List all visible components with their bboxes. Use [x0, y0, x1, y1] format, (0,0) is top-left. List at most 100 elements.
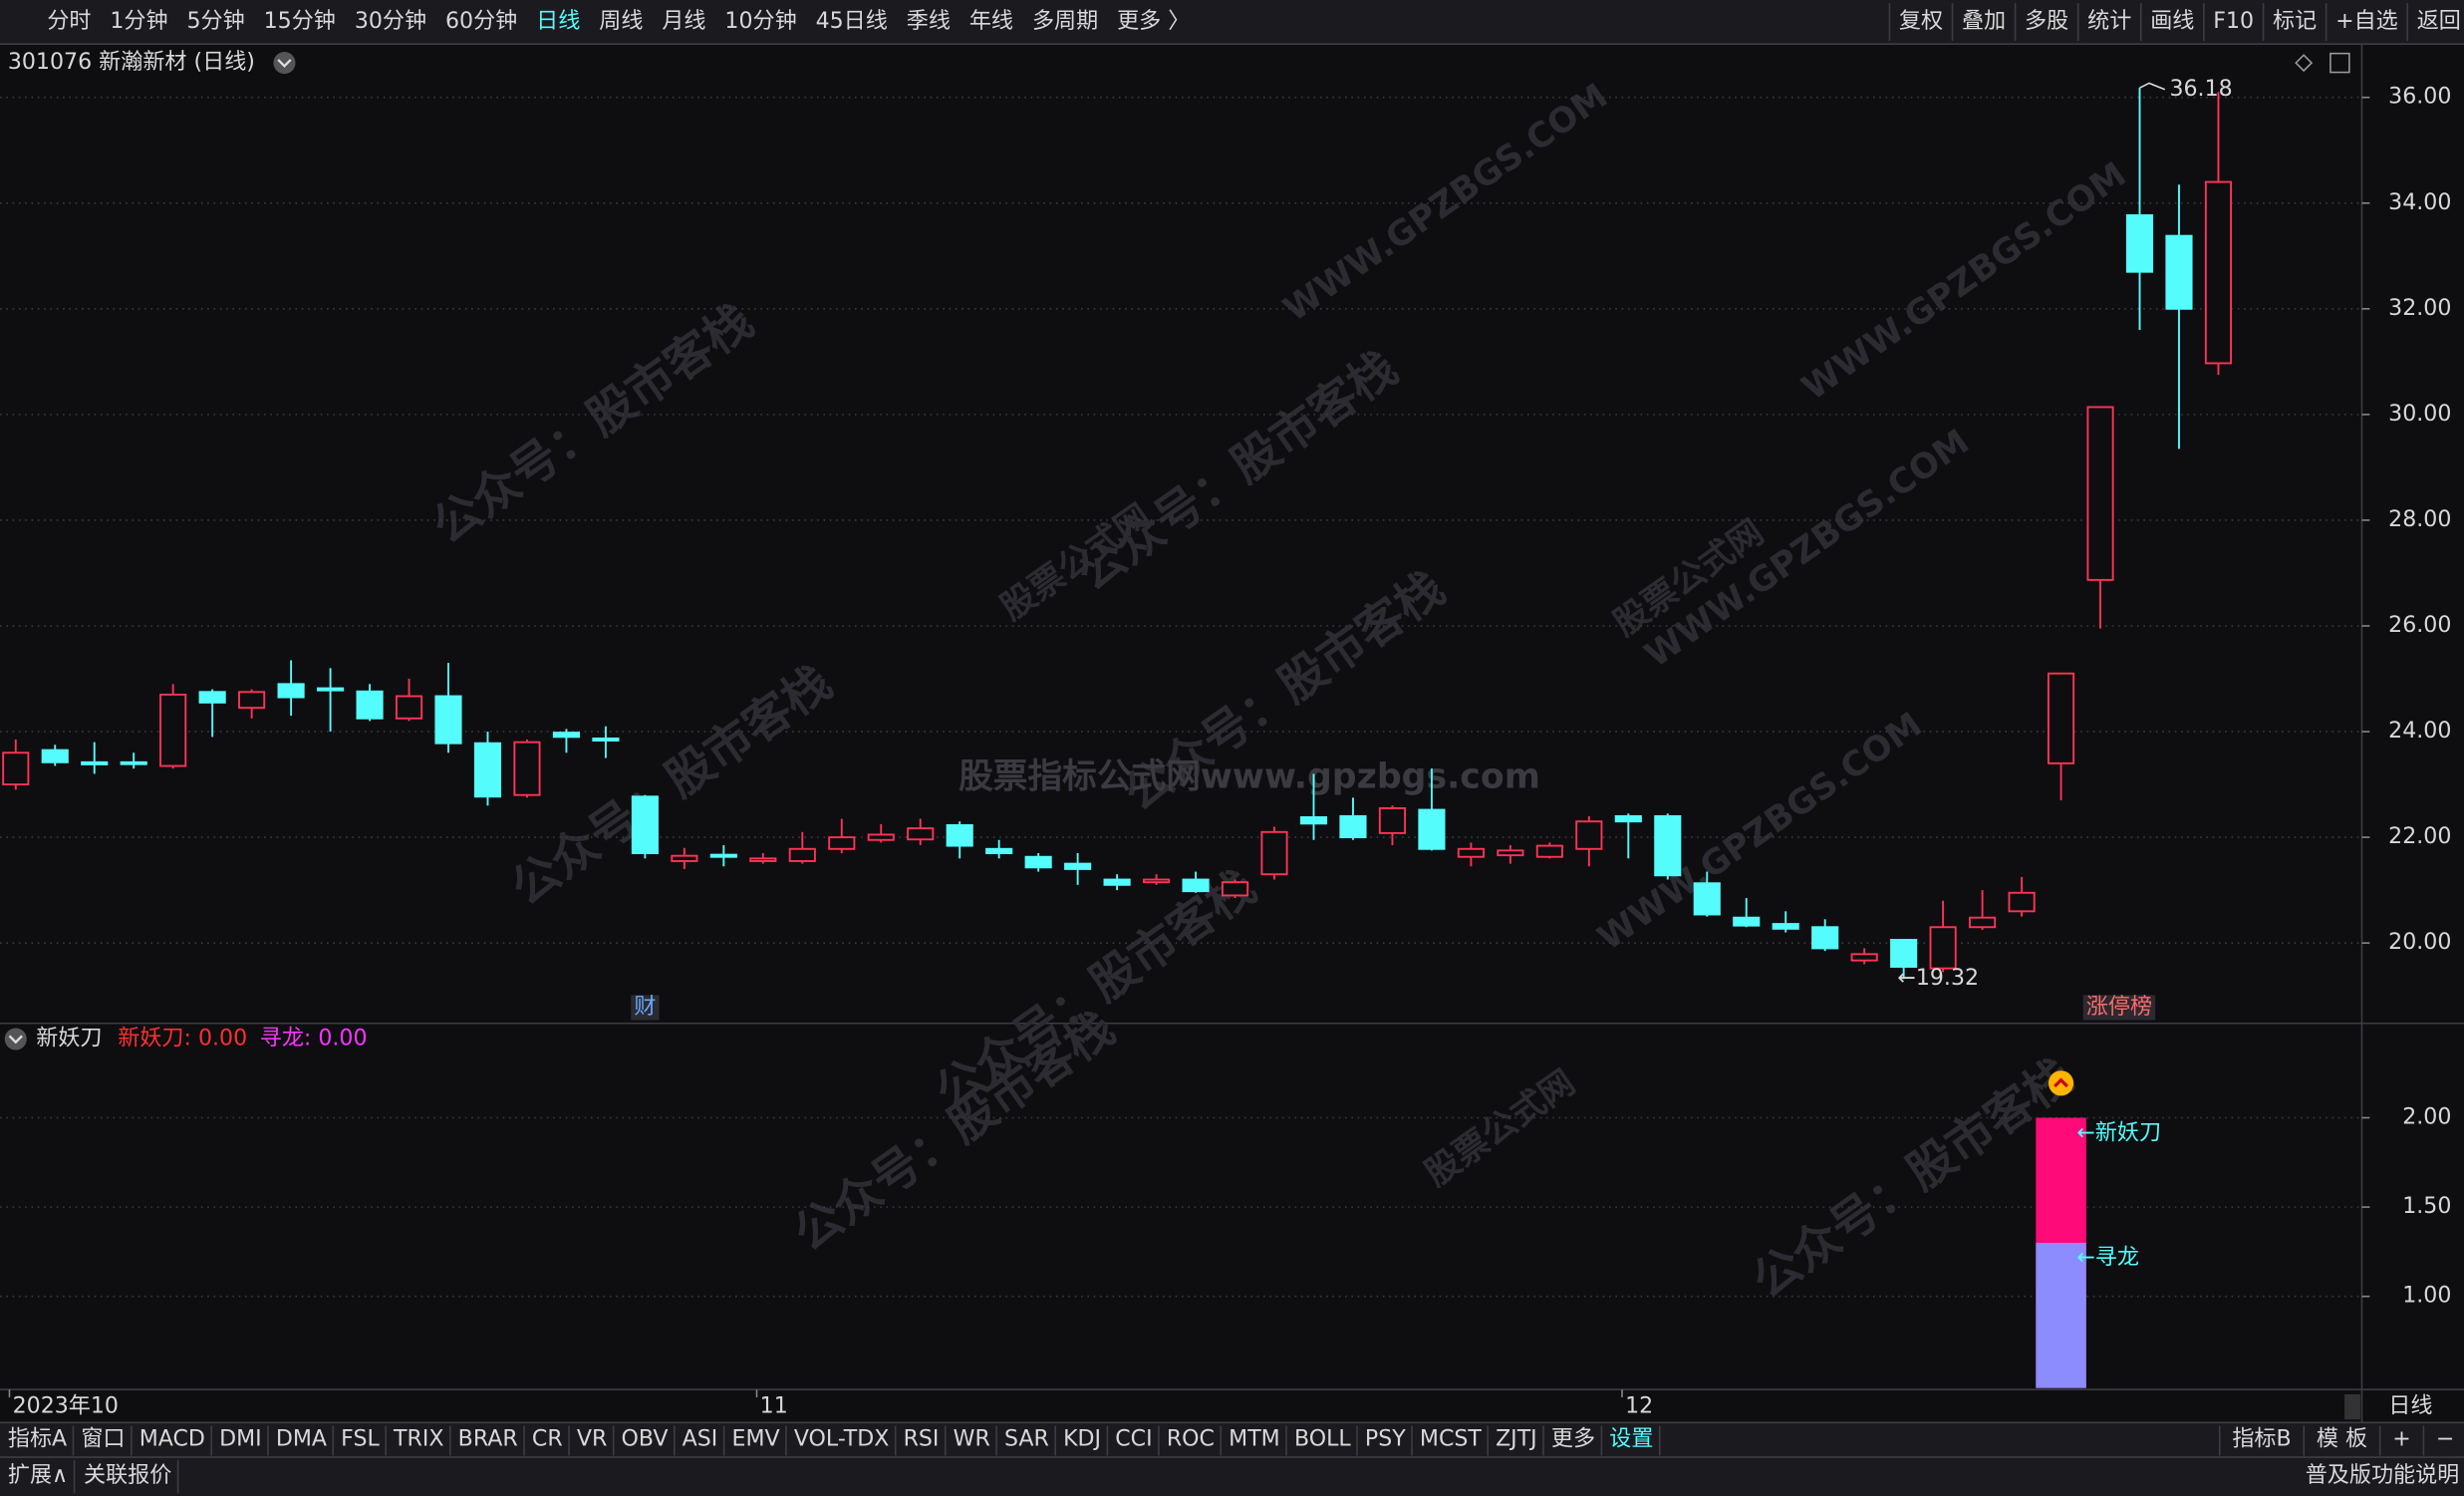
x-tick-label: 11: [760, 1394, 788, 1419]
indicator-tab[interactable]: BRAR: [458, 1427, 518, 1452]
candle-body: [867, 833, 895, 841]
indicator-tab[interactable]: MCST: [1420, 1427, 1482, 1452]
bar-label: ←新妖刀: [2076, 1120, 2161, 1145]
x-tick-label: 12: [1625, 1394, 1653, 1419]
candle-body: [1772, 923, 1799, 930]
indicator-tab[interactable]: 更多: [1551, 1427, 1595, 1452]
period-tab[interactable]: 60分钟: [445, 9, 517, 34]
indicator-tab[interactable]: WR: [954, 1427, 990, 1452]
candle-body: [513, 741, 541, 796]
toolbar-button[interactable]: 复权: [1899, 9, 1943, 34]
indicator-tab[interactable]: 设置: [1609, 1427, 1653, 1452]
candle-body: [1339, 814, 1367, 839]
toolbar-button[interactable]: F10: [2213, 9, 2254, 34]
y-tick-label: 34.00: [2388, 190, 2451, 215]
toolbar-button[interactable]: +自选: [2335, 9, 2398, 34]
candle-body: [907, 827, 935, 841]
y-tick-label: 36.00: [2388, 85, 2451, 110]
candle-body: [81, 760, 109, 765]
indicator-tab[interactable]: ASI: [683, 1427, 718, 1452]
price-annotation: 36.18: [2169, 77, 2232, 102]
candle-body: [592, 737, 620, 743]
dropdown-arrow: [277, 59, 292, 68]
indicator-tab[interactable]: KDJ: [1063, 1427, 1101, 1452]
indicator-tab[interactable]: CR: [532, 1427, 563, 1452]
x-tick-label: 2023年10: [13, 1394, 119, 1419]
period-tab[interactable]: 分时: [47, 9, 91, 34]
candle-body: [159, 693, 187, 767]
indicator-tab[interactable]: TRIX: [393, 1427, 443, 1452]
candle-body: [671, 854, 698, 862]
layout-icon[interactable]: [2329, 52, 2350, 74]
help-link[interactable]: 普及版功能说明: [2306, 1463, 2460, 1488]
candle-body: [120, 760, 147, 765]
candle-body: [1929, 926, 1957, 970]
indicator-dropdown[interactable]: [4, 1028, 27, 1050]
candle-body: [277, 683, 305, 699]
toolbar-button[interactable]: 画线: [2150, 9, 2194, 34]
dropdown-icon[interactable]: [273, 52, 296, 75]
period-tab[interactable]: 30分钟: [355, 9, 426, 34]
indicator-tab[interactable]: CCI: [1115, 1427, 1152, 1452]
period-tab[interactable]: 周线: [599, 9, 643, 34]
period-tab[interactable]: 季线: [907, 9, 951, 34]
period-tab[interactable]: 日线: [536, 9, 580, 34]
indicator-tab[interactable]: VOL-TDX: [794, 1427, 890, 1452]
indicator-tab[interactable]: BOLL: [1294, 1427, 1351, 1452]
indicator-tab[interactable]: OBV: [622, 1427, 669, 1452]
period-tab[interactable]: 更多 〉: [1117, 9, 1190, 34]
event-marker[interactable]: 财: [634, 995, 656, 1020]
indicator-tab[interactable]: FSL: [341, 1427, 380, 1452]
toolbar-button[interactable]: 标记: [2273, 9, 2317, 34]
candle-body: [1614, 814, 1642, 823]
toolbar-button[interactable]: 返回: [2417, 9, 2461, 34]
candle-body: [434, 695, 462, 745]
candle-body: [473, 742, 502, 798]
y-tick-label: 1.00: [2402, 1284, 2451, 1309]
signal-icon-arrow: [2053, 1077, 2068, 1088]
indicator-tab[interactable]: MACD: [139, 1427, 205, 1452]
indicator-tab[interactable]: 指标A: [8, 1427, 67, 1452]
y-tick-label: 32.00: [2388, 296, 2451, 321]
diamond-icon[interactable]: [2295, 54, 2314, 73]
indicator-tab[interactable]: PSY: [1365, 1427, 1406, 1452]
toolbar-button[interactable]: 指标B: [2232, 1427, 2291, 1452]
period-tab[interactable]: 5分钟: [187, 9, 245, 34]
chart-title: 301076 新瀚新材 (日线): [8, 50, 255, 75]
event-marker[interactable]: 涨停榜: [2086, 995, 2152, 1020]
period-tab[interactable]: 年线: [969, 9, 1013, 34]
indicator-tab[interactable]: DMI: [219, 1427, 262, 1452]
period-tab[interactable]: 45日线: [816, 9, 888, 34]
candle-body: [552, 732, 581, 739]
period-tab[interactable]: 多周期: [1032, 9, 1098, 34]
indicator-tab[interactable]: EMV: [732, 1427, 780, 1452]
candle-body: [41, 748, 69, 763]
indicator-tab[interactable]: SAR: [1004, 1427, 1049, 1452]
toolbar-button[interactable]: 多股: [2025, 9, 2068, 34]
bottom-toolbar: [0, 1422, 2464, 1496]
candle-body: [1299, 816, 1328, 825]
candle-body: [2008, 891, 2036, 913]
indicator-tab[interactable]: MTM: [1229, 1427, 1280, 1452]
candle-body: [2165, 234, 2193, 310]
toolbar-button[interactable]: 叠加: [1962, 9, 2006, 34]
period-tab[interactable]: 月线: [662, 9, 705, 34]
indicator-tab[interactable]: RSI: [904, 1427, 940, 1452]
indicator-tab[interactable]: DMA: [276, 1427, 327, 1452]
indicator-tab[interactable]: ZJTJ: [1496, 1427, 1537, 1452]
indicator-tab[interactable]: ROC: [1167, 1427, 1215, 1452]
toolbar-button[interactable]: −: [2436, 1427, 2455, 1452]
axis-minus[interactable]: [2344, 1393, 2360, 1420]
candle-body: [631, 795, 659, 854]
status-button[interactable]: 关联报价: [84, 1463, 171, 1488]
toolbar-button[interactable]: 模 板: [2317, 1427, 2367, 1452]
status-button[interactable]: 扩展∧: [8, 1463, 68, 1488]
period-tab[interactable]: 10分钟: [724, 9, 796, 34]
candle-body: [238, 691, 266, 710]
toolbar-button[interactable]: +: [2392, 1427, 2410, 1452]
indicator-tab[interactable]: VR: [577, 1427, 607, 1452]
period-tab[interactable]: 1分钟: [110, 9, 167, 34]
indicator-tab[interactable]: 窗口: [81, 1427, 125, 1452]
period-tab[interactable]: 15分钟: [264, 9, 336, 34]
toolbar-button[interactable]: 统计: [2087, 9, 2131, 34]
